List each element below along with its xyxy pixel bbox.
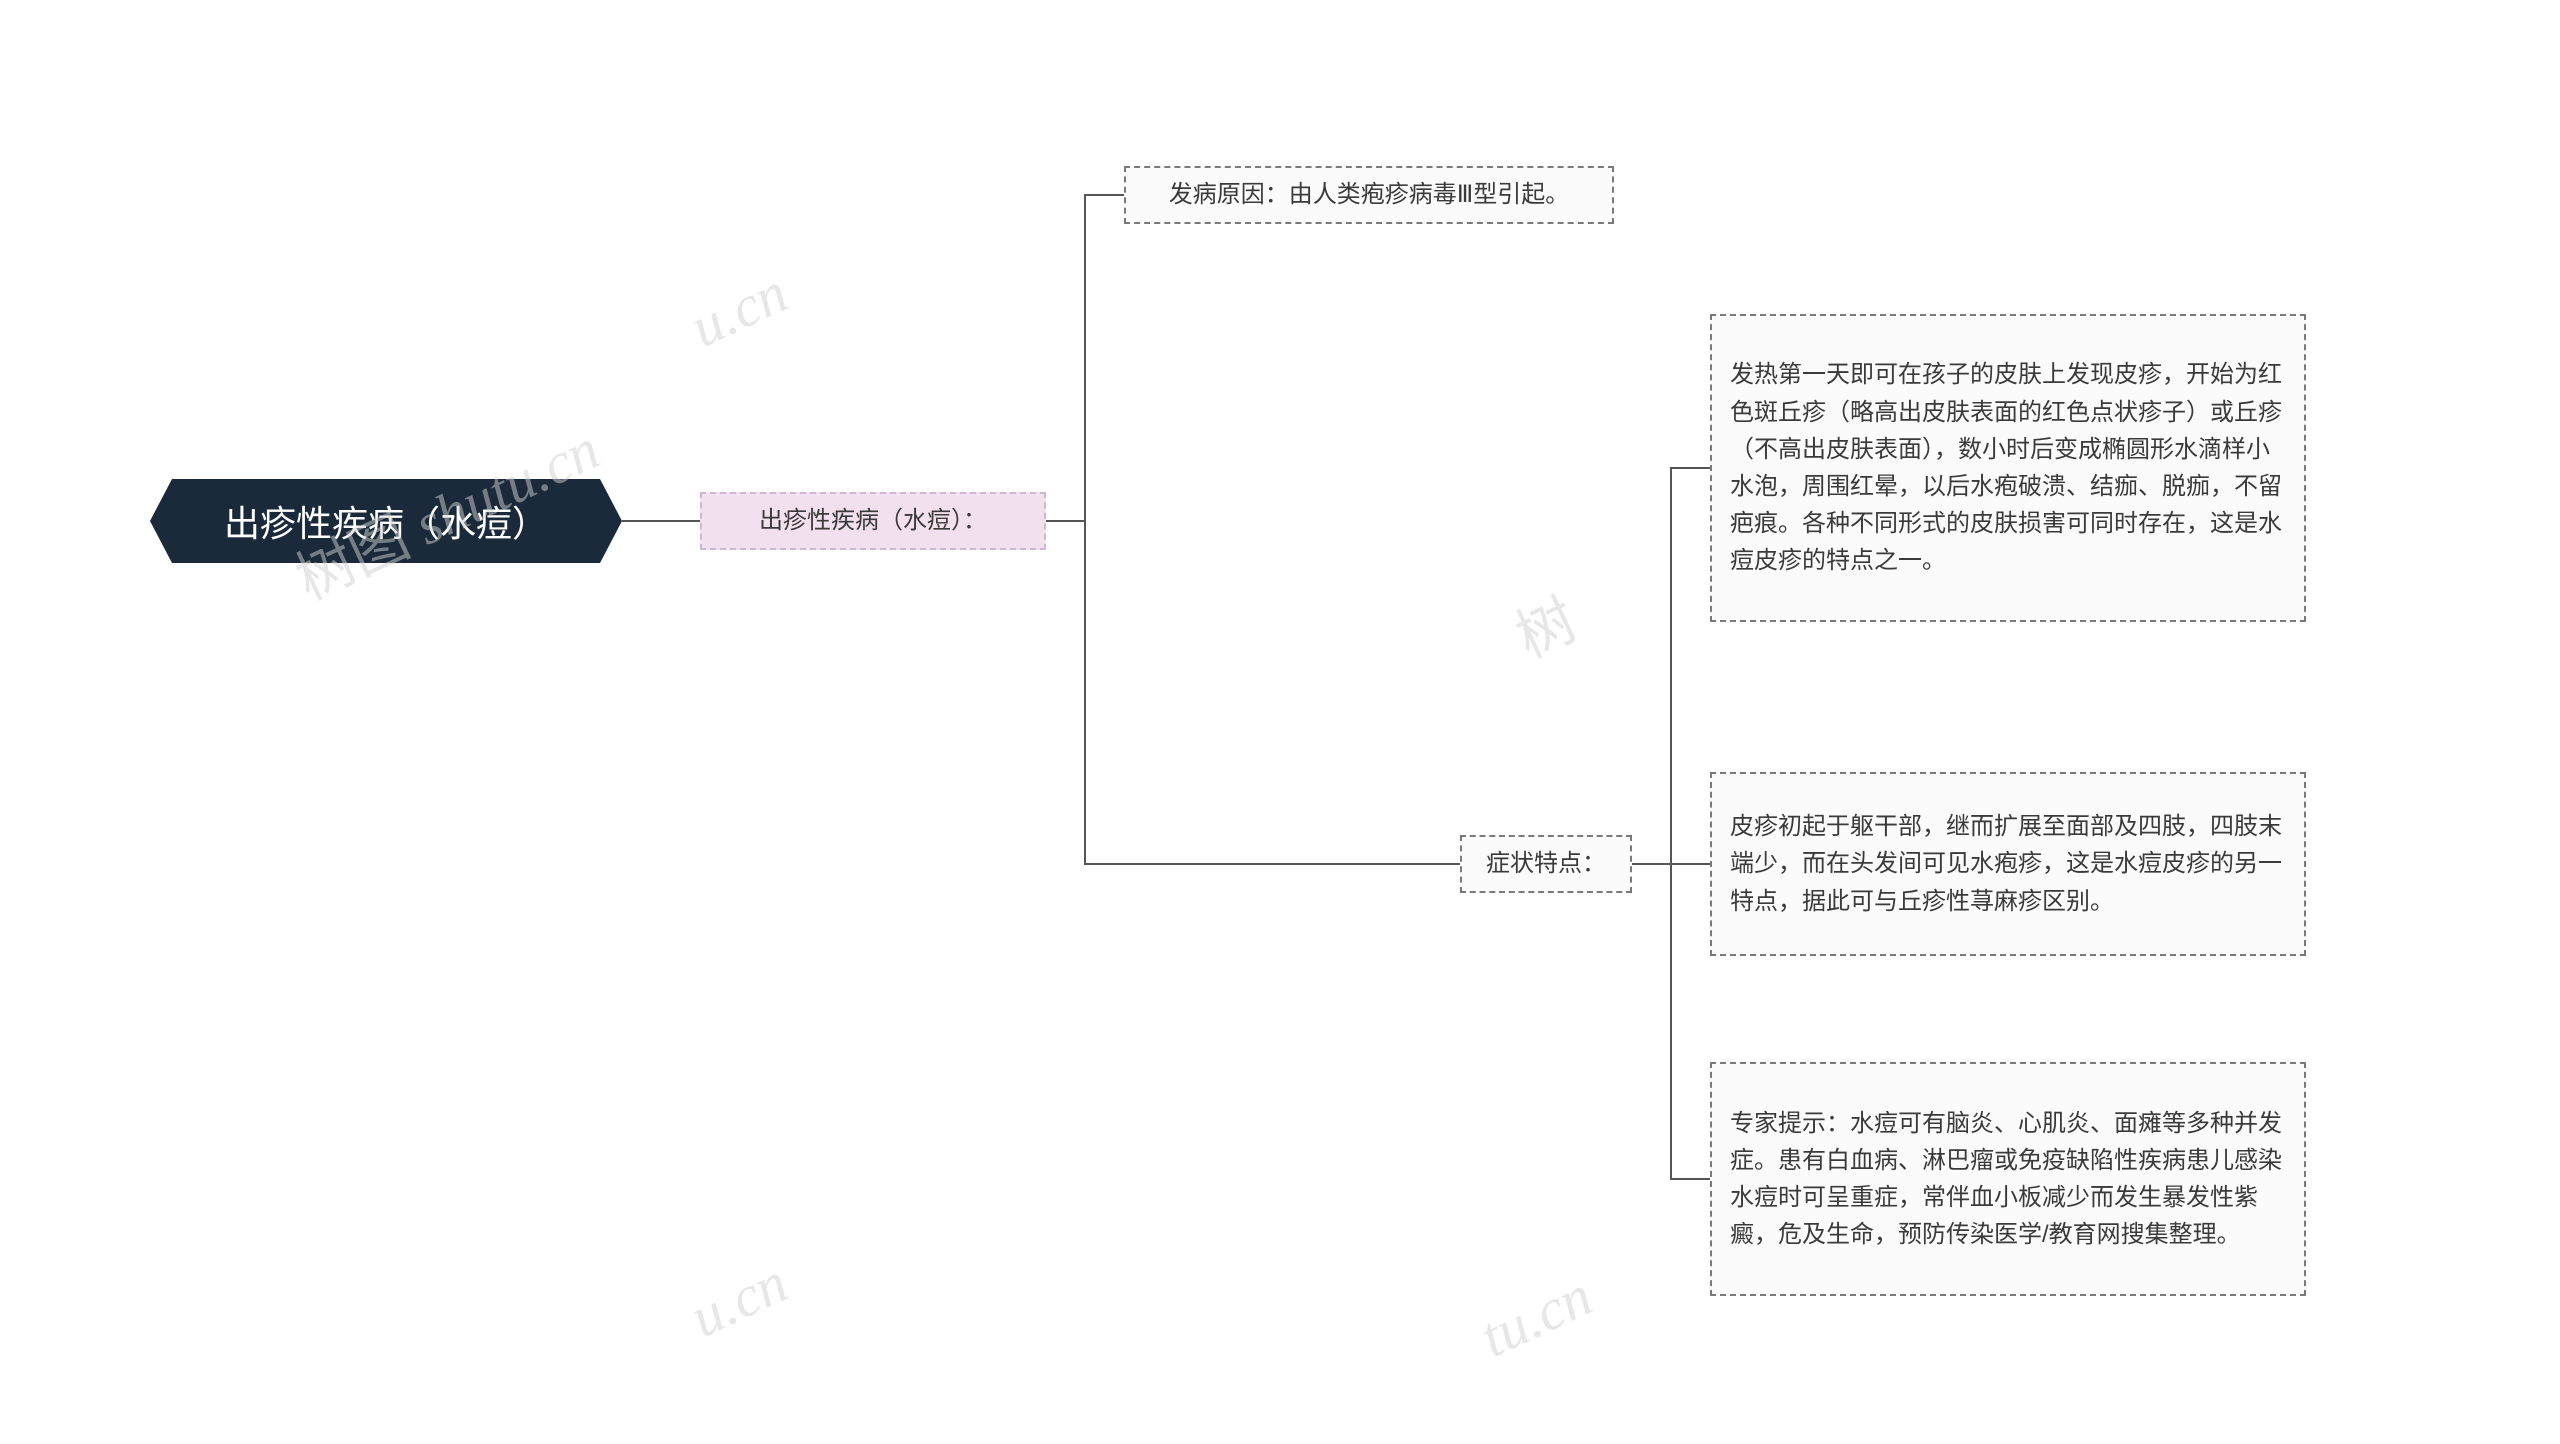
detail2-node[interactable]: 皮疹初起于躯干部，继而扩展至面部及四肢，四肢末端少，而在头发间可见水疱疹，这是水… — [1710, 772, 2306, 956]
root-label: 出疹性疾病（水痘） — [224, 495, 548, 547]
mindmap-canvas: 出疹性疾病（水痘） 出疹性疾病（水痘）： 发病原因：由人类疱疹病毒Ⅲ型引起。 症… — [0, 0, 2560, 1444]
symptom-label-text: 症状特点： — [1472, 839, 1620, 888]
detail2-text: 皮疹初起于躯干部，继而扩展至面部及四肢，四肢末端少，而在头发间可见水疱疹，这是水… — [1712, 796, 2304, 932]
cause-text: 发病原因：由人类疱疹病毒Ⅲ型引起。 — [1155, 170, 1584, 219]
level1-node[interactable]: 出疹性疾病（水痘）： — [700, 492, 1046, 550]
detail3-node[interactable]: 专家提示：水痘可有脑炎、心肌炎、面瘫等多种并发症。患有白血病、淋巴瘤或免疫缺陷性… — [1710, 1062, 2306, 1296]
detail1-text: 发热第一天即可在孩子的皮肤上发现皮疹，开始为红色斑丘疹（略高出皮肤表面的红色点状… — [1712, 344, 2304, 591]
root-node[interactable]: 出疹性疾病（水痘） — [150, 479, 622, 563]
cause-node[interactable]: 发病原因：由人类疱疹病毒Ⅲ型引起。 — [1124, 166, 1614, 224]
detail3-text: 专家提示：水痘可有脑炎、心肌炎、面瘫等多种并发症。患有白血病、淋巴瘤或免疫缺陷性… — [1712, 1093, 2304, 1266]
level1-label: 出疹性疾病（水痘）： — [745, 496, 1001, 545]
symptom-label-node[interactable]: 症状特点： — [1460, 835, 1632, 893]
detail1-node[interactable]: 发热第一天即可在孩子的皮肤上发现皮疹，开始为红色斑丘疹（略高出皮肤表面的红色点状… — [1710, 314, 2306, 622]
